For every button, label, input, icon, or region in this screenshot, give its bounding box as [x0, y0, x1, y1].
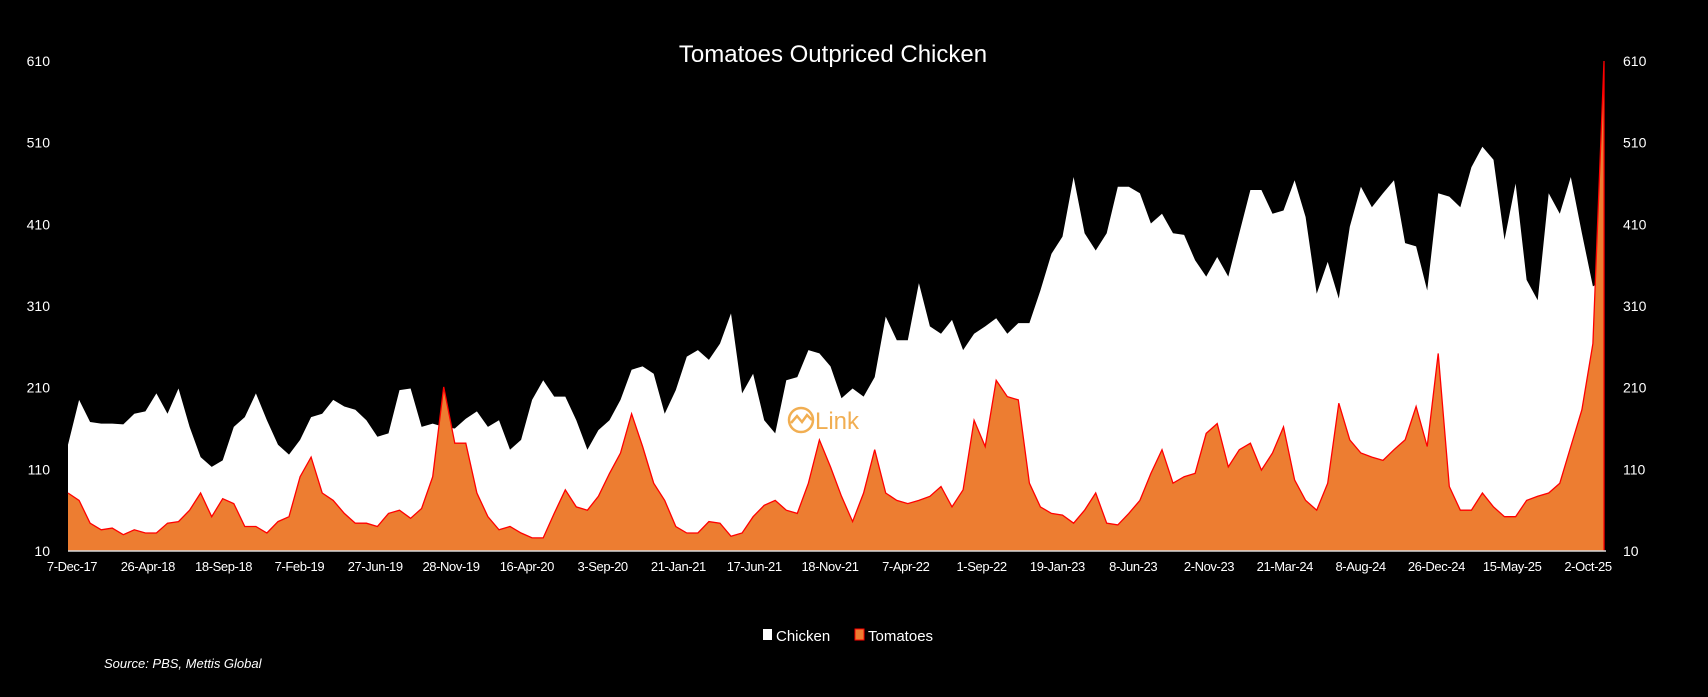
y-tick-label-right: 510: [1623, 135, 1647, 151]
legend-item-tomatoes[interactable]: Tomatoes: [854, 628, 933, 645]
y-tick-label-right: 310: [1623, 298, 1647, 314]
watermark-text: Link: [815, 408, 860, 435]
legend: Chicken Tomatoes: [763, 628, 933, 645]
chart-title: Tomatoes Outpriced Chicken: [679, 41, 987, 68]
x-tick-label: 15-May-25: [1483, 559, 1542, 574]
y-axis-left: 10 110 210 310 410 510 610: [27, 53, 51, 559]
y-tick-label-left: 110: [28, 461, 51, 477]
x-tick-label: 8-Aug-24: [1335, 559, 1385, 574]
y-tick-label-right: 110: [1623, 461, 1646, 477]
x-tick-label: 3-Sep-20: [577, 559, 627, 574]
y-axis-right: 10 110 210 310 410 510 610: [1623, 53, 1647, 559]
watermark-logo: Link: [787, 406, 860, 435]
y-tick-label-left: 10: [34, 543, 50, 559]
x-tick-label: 18-Nov-21: [801, 559, 858, 574]
x-tick-label: 19-Jan-23: [1030, 559, 1085, 574]
y-tick-label-left: 410: [27, 216, 51, 232]
x-tick-label: 27-Jun-19: [348, 559, 403, 574]
legend-swatch-chicken: [763, 629, 772, 640]
x-tick-label: 2-Oct-25: [1564, 559, 1612, 574]
y-tick-label-right: 410: [1623, 216, 1647, 232]
legend-label-tomatoes: Tomatoes: [868, 628, 933, 645]
y-tick-label-right: 210: [1623, 380, 1647, 396]
x-tick-label: 16-Apr-20: [500, 559, 554, 574]
y-tick-label-left: 210: [27, 380, 51, 396]
series-layer: [67, 60, 1605, 552]
area-tomatoes: [68, 61, 1604, 551]
x-tick-label: 21-Jan-21: [651, 559, 706, 574]
x-axis: 7-Dec-17 26-Apr-18 18-Sep-18 7-Feb-19 27-Jun…: [47, 559, 1612, 574]
x-tick-label: 18-Sep-18: [195, 559, 252, 574]
legend-label-chicken: Chicken: [776, 628, 830, 645]
x-tick-label: 8-Jun-23: [1109, 559, 1157, 574]
x-tick-label: 7-Dec-17: [47, 559, 97, 574]
x-tick-label: 2-Nov-23: [1184, 559, 1234, 574]
x-tick-label: 7-Feb-19: [275, 559, 325, 574]
x-tick-label: 28-Nov-19: [422, 559, 479, 574]
link-logo-icon: [787, 406, 815, 434]
x-tick-label: 26-Dec-24: [1408, 559, 1465, 574]
y-tick-label-left: 310: [27, 298, 51, 314]
x-tick-label: 21-Mar-24: [1257, 559, 1314, 574]
line-tomatoes: [67, 60, 1605, 551]
source-note: Source: PBS, Mettis Global: [104, 656, 263, 671]
legend-item-chicken[interactable]: Chicken: [763, 628, 830, 645]
x-tick-label: 1-Sep-22: [956, 559, 1006, 574]
legend-swatch-tomatoes: [854, 628, 865, 641]
x-tick-label: 17-Jun-21: [727, 559, 782, 574]
y-tick-label-right: 610: [1623, 53, 1647, 69]
x-tick-label: 7-Apr-22: [882, 559, 930, 574]
y-tick-label-left: 510: [27, 135, 51, 151]
x-tick-label: 26-Apr-18: [121, 559, 175, 574]
y-tick-label-left: 610: [27, 53, 51, 69]
y-tick-label-right: 10: [1623, 543, 1639, 559]
